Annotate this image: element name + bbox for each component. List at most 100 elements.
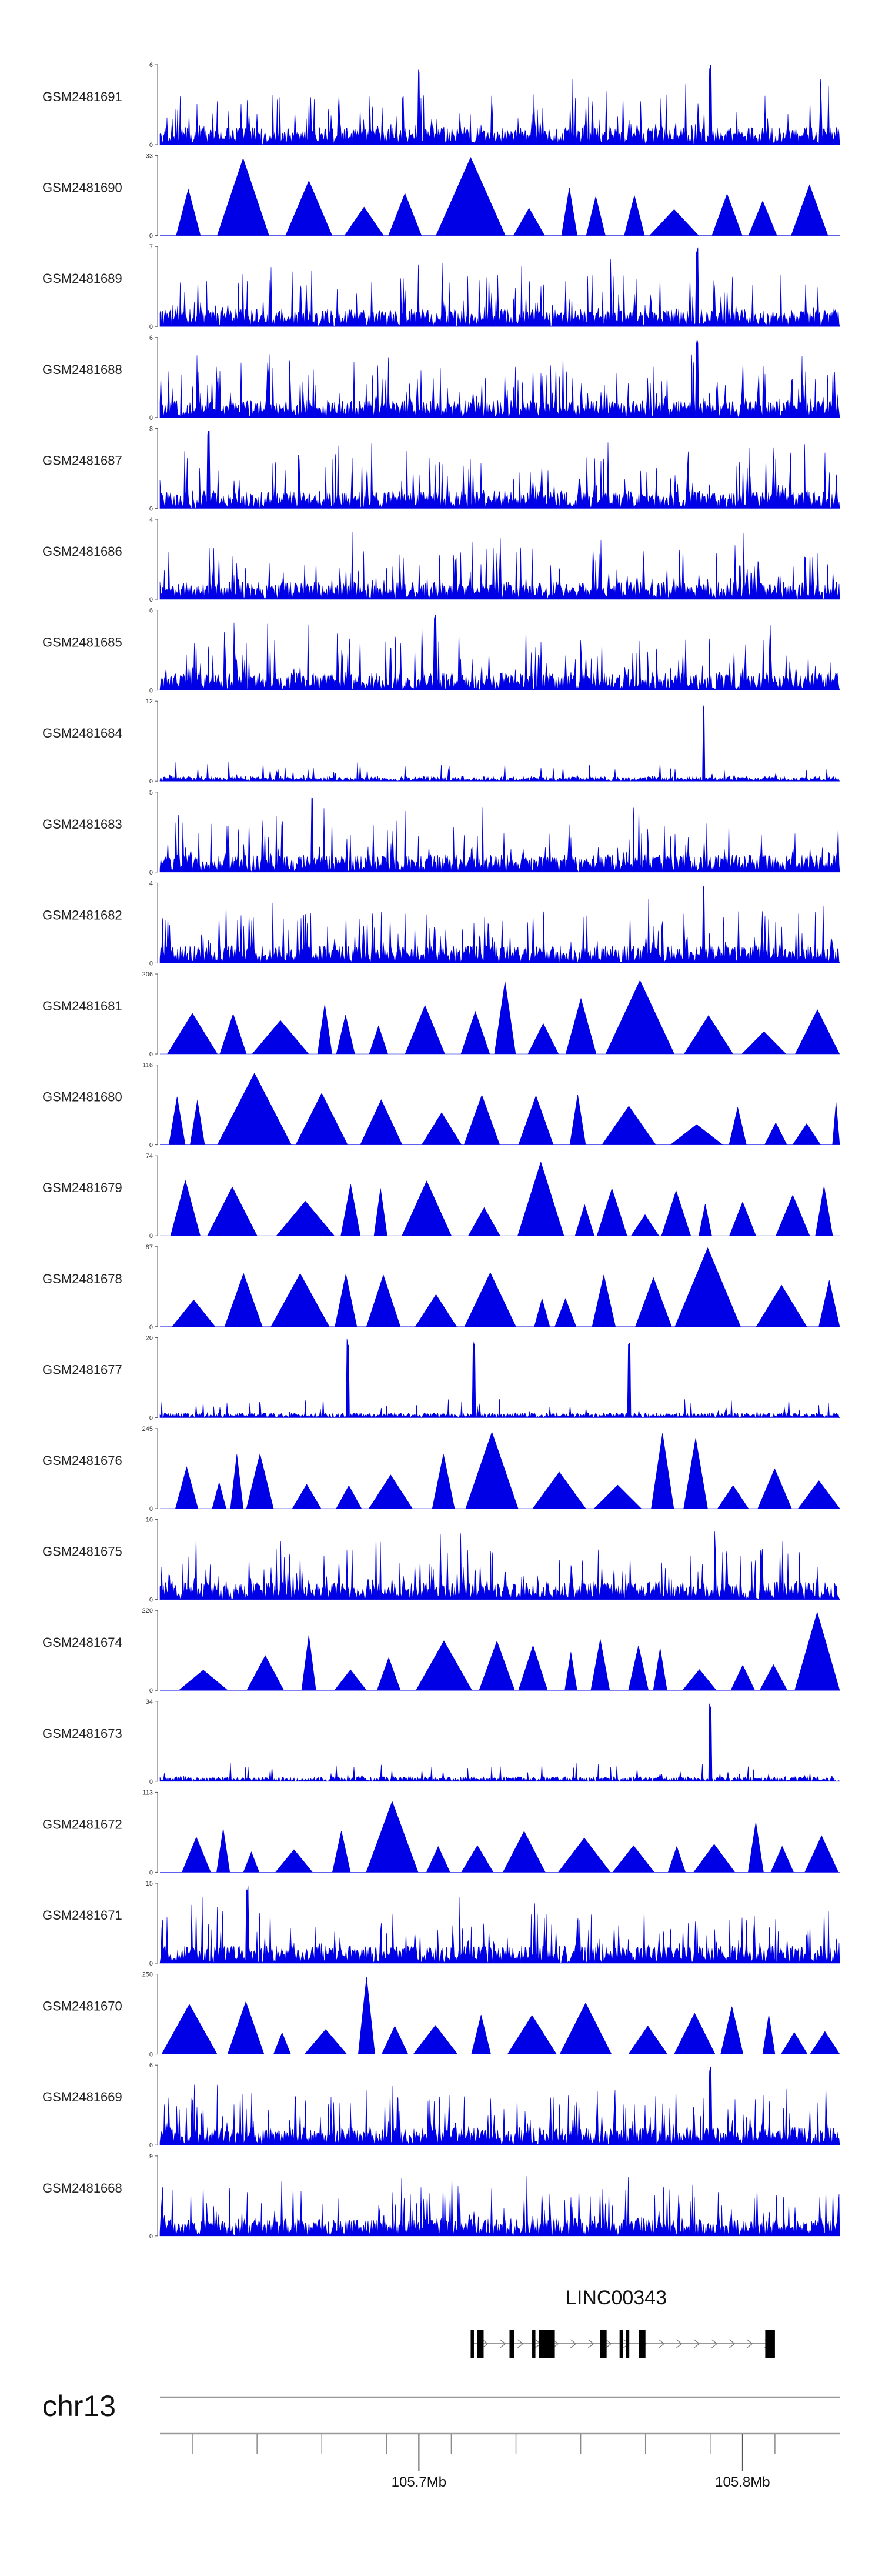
strand-arrow [517, 2339, 524, 2348]
track-label: GSM2481680 [42, 1090, 122, 1105]
track-GSM2481678: GSM2481678 87 0 [42, 1244, 840, 1331]
strand-arrow [482, 2339, 489, 2348]
y-min-label: 0 [149, 778, 153, 785]
track-GSM2481671: GSM2481671 15 0 [42, 1880, 840, 1967]
signal-path [159, 705, 840, 782]
y-min-label: 0 [149, 869, 153, 876]
y-max-label: 6 [149, 335, 153, 342]
track-GSM2481685: GSM2481685 6 0 [42, 608, 840, 695]
signal-path [160, 1611, 840, 1691]
y-min-label: 0 [149, 323, 153, 331]
y-max-label: 220 [142, 1607, 153, 1614]
tracks-panel: GSM248169160GSM2481690330GSM248168970GSM… [42, 62, 841, 2240]
signal-path [160, 157, 840, 236]
track-label: GSM2481677 [42, 1362, 122, 1377]
track-GSM2481672: GSM2481672 113 0 [42, 1789, 840, 1876]
track-GSM2481669: GSM2481669 6 0 [42, 2062, 840, 2149]
track-label: GSM2481675 [42, 1544, 122, 1559]
y-max-label: 34 [146, 1699, 153, 1706]
y-max-label: 206 [142, 971, 153, 978]
signal-path [159, 65, 840, 145]
y-min-label: 0 [149, 1324, 153, 1331]
track-label: GSM2481684 [42, 726, 122, 740]
track-GSM2481681: GSM2481681 206 0 [42, 971, 840, 1058]
exon-block [600, 2330, 607, 2358]
track-label: GSM2481668 [42, 2181, 122, 2195]
axis-marks: 105.7Mb 105.8Mb [160, 2396, 840, 2490]
exon-block [619, 2330, 623, 2358]
y-min-label: 0 [149, 415, 153, 422]
track-GSM2481677: GSM2481677 20 0 [42, 1334, 841, 1422]
track-GSM2481680: GSM2481680 116 0 [42, 1062, 840, 1149]
y-max-label: 20 [146, 1334, 153, 1342]
y-min-label: 0 [149, 596, 153, 603]
y-min-label: 0 [149, 688, 153, 695]
signal-path [159, 339, 840, 418]
track-GSM2481674: GSM2481674 220 0 [42, 1607, 840, 1694]
exon-block [477, 2330, 484, 2358]
y-min-label: 0 [149, 1687, 153, 1694]
track-GSM2481684: GSM2481684 12 0 [42, 698, 840, 785]
strand-arrow [570, 2339, 577, 2348]
track-label: GSM2481690 [42, 181, 122, 195]
y-min-label: 0 [149, 1506, 153, 1513]
y-max-label: 87 [146, 1244, 153, 1251]
signal-path [160, 1977, 840, 2054]
track-GSM2481691: GSM2481691 6 0 [42, 62, 840, 149]
signal-path [159, 247, 840, 327]
y-min-label: 0 [149, 1233, 153, 1240]
track-GSM2481689: GSM2481689 7 0 [42, 243, 840, 331]
strand-arrow [676, 2339, 683, 2348]
track-label: GSM2481687 [42, 453, 122, 468]
signal-path [159, 614, 840, 691]
strand-arrow [747, 2339, 753, 2348]
signal-path [159, 1339, 841, 1419]
track-label: GSM2481691 [42, 89, 122, 104]
exon-block [470, 2330, 474, 2358]
exon-block [765, 2330, 775, 2358]
y-max-label: 6 [149, 2062, 153, 2069]
y-max-label: 15 [146, 1880, 153, 1887]
track-label: GSM2481686 [42, 544, 122, 559]
exon-block [509, 2330, 514, 2358]
y-max-label: 8 [149, 425, 153, 432]
y-max-label: 113 [142, 1789, 153, 1796]
y-min-label: 0 [149, 2142, 153, 2149]
track-label: GSM2481685 [42, 635, 122, 650]
track-label: GSM2481674 [42, 1635, 122, 1650]
signal-path [160, 1247, 840, 1327]
track-label: GSM2481669 [42, 2090, 122, 2104]
tick-label: 105.8Mb [715, 2474, 770, 2490]
y-min-label: 0 [149, 1869, 153, 1876]
y-max-label: 74 [146, 1153, 153, 1160]
signal-path [160, 1161, 840, 1236]
signal-path [159, 1886, 840, 1964]
track-label: GSM2481671 [42, 1908, 122, 1923]
genome-axis: chr13 105.7Mb 105.8Mb [42, 2390, 840, 2490]
tick-label: 105.7Mb [392, 2474, 446, 2490]
y-max-label: 116 [142, 1062, 153, 1069]
track-label: GSM2481682 [42, 907, 122, 922]
y-max-label: 4 [149, 880, 153, 887]
track-GSM2481687: GSM2481687 8 0 [42, 425, 840, 512]
signal-path [159, 1531, 840, 1600]
y-min-label: 0 [149, 1142, 153, 1149]
signal-path [159, 2173, 840, 2237]
strand-arrow [659, 2339, 665, 2348]
track-GSM2481690: GSM2481690 33 0 [42, 153, 840, 240]
track-label: GSM2481670 [42, 1999, 122, 2014]
gene-model [470, 2330, 775, 2358]
y-max-label: 12 [146, 698, 153, 705]
track-label: GSM2481672 [42, 1817, 122, 1831]
signal-path [159, 2066, 840, 2146]
y-min-label: 0 [149, 2051, 153, 2058]
y-min-label: 0 [149, 1051, 153, 1058]
track-GSM2481670: GSM2481670 250 0 [42, 1971, 840, 2058]
y-max-label: 6 [149, 608, 153, 615]
signal-path [159, 797, 840, 873]
strand-arrow [500, 2339, 506, 2348]
signal-path [159, 532, 840, 600]
strand-arrow [711, 2339, 718, 2348]
exon-block [539, 2330, 555, 2358]
